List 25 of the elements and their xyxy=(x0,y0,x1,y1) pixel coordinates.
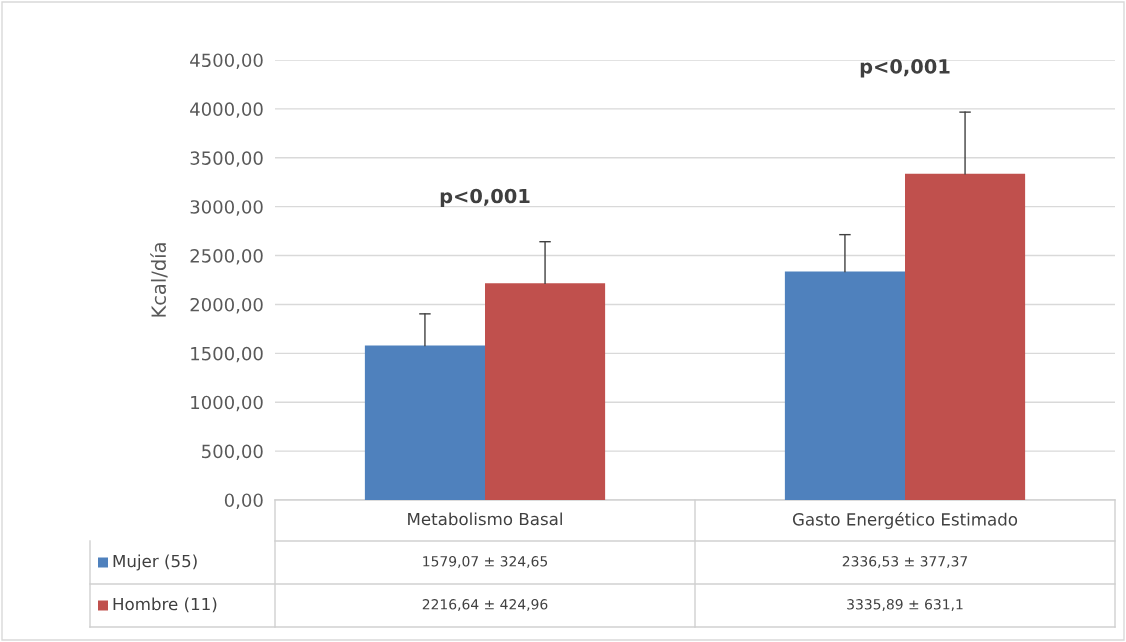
y-tick-label: 3000,00 xyxy=(190,200,263,216)
y-tick-label: 2500,00 xyxy=(190,249,263,265)
y-tick-label: 4000,00 xyxy=(190,102,263,118)
y-tick-label: 1500,00 xyxy=(191,346,263,363)
y-tick-label: 1000,00 xyxy=(191,395,263,412)
y-tick-label: 0,00 xyxy=(224,493,263,509)
annotation: p<0,001 xyxy=(860,59,950,78)
data-label: 2216,64 ± 424,96 xyxy=(422,599,548,611)
x-tick-label: Gasto Energético Estimado xyxy=(792,512,1018,529)
data-label: 2336,53 ± 377,37 xyxy=(842,556,968,568)
bar xyxy=(905,173,1026,500)
y-axis-title: Kcal/día xyxy=(150,243,168,317)
y-tick-label: 3500,00 xyxy=(190,151,263,167)
bar xyxy=(784,271,905,500)
legend-label: Hombre (11) xyxy=(113,597,217,613)
data-label: 3335,89 ± 631,1 xyxy=(847,599,963,611)
y-tick-label: 2000,00 xyxy=(190,297,263,314)
y-tick-label: 4500,00 xyxy=(190,53,263,69)
y-tick-label: 500,00 xyxy=(202,444,263,461)
legend-label: Mujer (55) xyxy=(113,554,197,571)
bar xyxy=(485,283,606,500)
bar xyxy=(364,345,485,500)
annotation: p<0,001 xyxy=(440,188,530,208)
data-label: 1579,07 ± 324,65 xyxy=(423,556,548,568)
x-tick-label: Metabolismo Basal xyxy=(408,512,562,526)
